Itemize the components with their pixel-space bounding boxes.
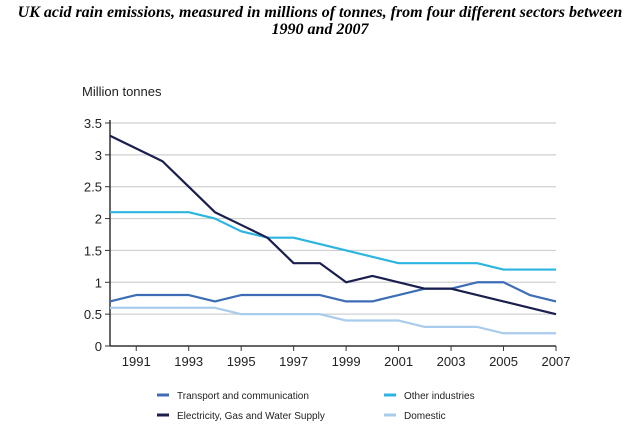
x-tick-label: 2001 — [384, 354, 413, 369]
chart-title: UK acid rain emissions, measured in mill… — [17, 4, 623, 38]
y-tick-label: 3.5 — [84, 116, 102, 131]
legend-label: Domestic — [404, 411, 446, 422]
y-axis-label: Million tonnes — [82, 84, 162, 99]
x-tick-label: 2007 — [542, 354, 571, 369]
series-line-3 — [110, 306, 556, 335]
x-tick-label: 1999 — [332, 354, 361, 369]
y-tick-label: 3 — [95, 148, 102, 163]
legend-label: Other industries — [404, 391, 475, 402]
y-tick-label: 0.5 — [84, 307, 102, 322]
series-line-0 — [109, 281, 557, 303]
y-tick-label: 0 — [95, 339, 102, 354]
series-line-1 — [110, 211, 556, 271]
x-tick-label: 1993 — [174, 354, 203, 369]
y-tick-label: 2.5 — [84, 180, 102, 195]
x-tick-label: 1991 — [122, 354, 151, 369]
x-tick-label: 1997 — [279, 354, 308, 369]
x-tick-label: 2005 — [489, 354, 518, 369]
y-tick-label: 2 — [95, 212, 102, 227]
legend-label: Electricity, Gas and Water Supply — [177, 411, 325, 422]
series-line-2 — [109, 134, 557, 316]
y-tick-label: 1 — [95, 275, 102, 290]
x-tick-label: 1995 — [227, 354, 256, 369]
legend-label: Transport and communication — [177, 391, 309, 402]
x-tick-label: 2003 — [437, 354, 466, 369]
y-tick-label: 1.5 — [84, 243, 102, 258]
